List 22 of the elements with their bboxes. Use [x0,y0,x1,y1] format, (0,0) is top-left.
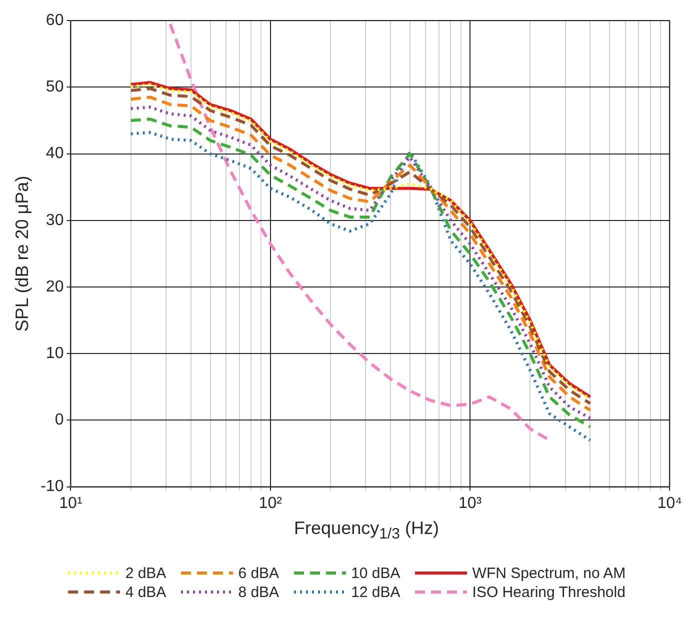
y-tick-label: 10 [46,345,64,362]
y-tick-label: 40 [46,145,64,162]
y-tick-label: 50 [46,78,64,96]
legend-label: 2 dBA [125,564,166,582]
legend-label: ISO Hearing Threshold [472,584,626,601]
x-tick-label: 10² [258,494,283,512]
legend-label: 10 dBA [351,564,400,582]
x-axis-title: Frequency$_{1/3}$ (Hz) [293,518,440,543]
legend-label: 6 dBA [238,564,280,582]
x-tick-label: 10¹ [59,494,82,512]
legend-label: WFN Spectrum, no AM [472,564,626,582]
x-tick-label: 10³ [458,494,482,512]
y-tick-label: 0 [54,412,64,429]
x-tick-label: 10⁴ [657,494,682,512]
y-tick-label: 20 [46,278,64,296]
legend-label: 12 dBA [351,584,400,601]
y-tick-label: 60 [46,12,64,30]
y-tick-label: -10 [40,478,64,496]
y-tick-label: 30 [46,212,64,229]
y-axis-title: SPL (dB re 20 μPa) [12,176,32,332]
legend-label: 8 dBA [238,584,280,601]
legend-label: 4 dBA [125,584,166,601]
